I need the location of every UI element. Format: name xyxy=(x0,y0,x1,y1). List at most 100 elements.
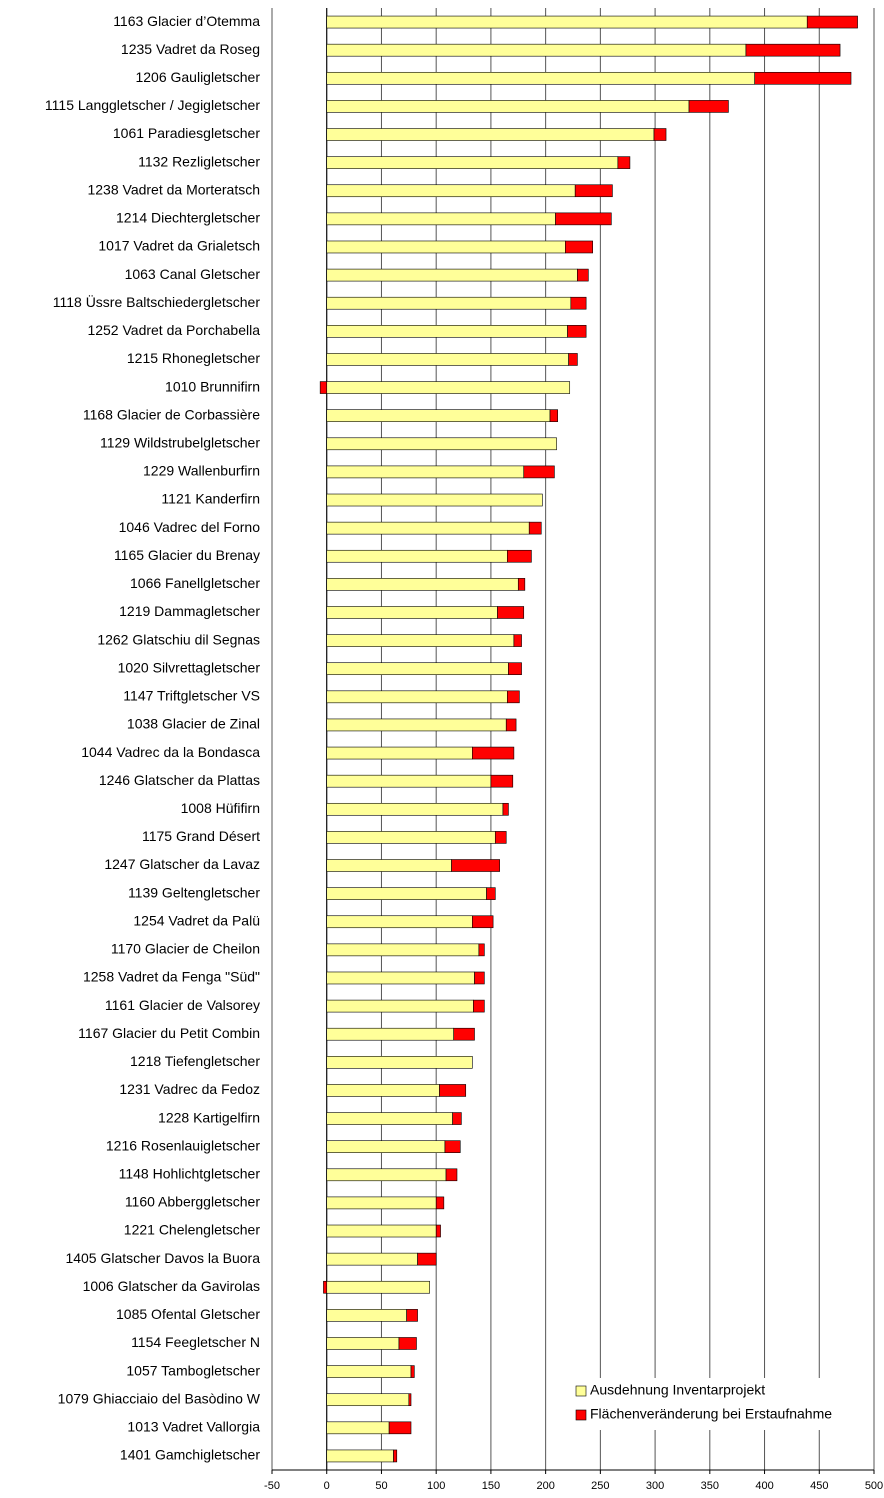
bar-segment xyxy=(453,1027,475,1041)
bar-segment xyxy=(326,1140,446,1153)
y-tick-label: 1218 Tiefengletscher xyxy=(130,1053,260,1069)
y-tick-label: 1238 Vadret da Morteratsch xyxy=(87,181,260,197)
y-tick-label: 1132 Rezligletscher xyxy=(138,153,260,169)
y-tick-label: 1044 Vadrec da la Bondasca xyxy=(81,744,260,760)
bar-segment xyxy=(326,943,480,957)
bar-segment xyxy=(326,1084,440,1097)
bar-segment xyxy=(417,1252,437,1266)
bar-segment xyxy=(326,409,551,422)
bar-segment xyxy=(326,493,543,507)
bar-segment xyxy=(398,1337,417,1350)
bar-segment xyxy=(326,859,452,872)
bar-segment xyxy=(326,1224,437,1238)
bar-segment xyxy=(326,100,690,113)
bar-segment xyxy=(326,915,473,929)
bar-segment xyxy=(445,1168,458,1182)
bar-segment xyxy=(617,156,631,169)
y-tick-label: 1121 Kanderfirn xyxy=(161,491,260,507)
x-tick-label: 450 xyxy=(810,1480,828,1492)
y-tick-label: 1115 Langgletscher / Jegigletscher xyxy=(45,97,260,113)
bar-segment xyxy=(406,1309,418,1322)
bar-segment xyxy=(326,15,808,29)
bar-segment xyxy=(326,1280,430,1294)
legend-swatch xyxy=(575,1385,587,1397)
y-tick-label: 1231 Vadrec da Fedoz xyxy=(119,1081,260,1097)
y-tick-label: 1139 Geltengletscher xyxy=(128,884,260,900)
y-tick-label: 1246 Glatscher da Plattas xyxy=(99,772,260,788)
y-tick-label: 1214 Diechtergletscher xyxy=(116,210,260,226)
y-tick-label: 1010 Brunnifirn xyxy=(165,378,260,394)
bar-segment xyxy=(439,1084,467,1097)
bar-segment xyxy=(490,774,514,788)
bar-segment xyxy=(326,831,496,844)
y-tick-label: 1206 Gauligletscher xyxy=(135,69,260,85)
y-tick-label: 1401 Gamchigletscher xyxy=(120,1447,260,1463)
bar-segment xyxy=(451,859,500,872)
bar-segment xyxy=(326,521,530,535)
bar-segment xyxy=(326,465,525,479)
y-tick-label: 1168 Glacier de Corbassière xyxy=(83,406,260,422)
x-tick-label: 250 xyxy=(591,1480,609,1492)
legend-box xyxy=(570,1378,870,1430)
x-tick-label: 100 xyxy=(427,1480,445,1492)
y-tick-label: 1008 Hüfifirn xyxy=(181,800,260,816)
y-tick-label: 1079 Ghiacciaio del Basòdino W xyxy=(58,1390,261,1406)
y-tick-label: 1247 Glatscher da Lavaz xyxy=(104,856,260,872)
bar-segment xyxy=(452,1112,462,1125)
y-tick-label: 1038 Glacier de Zinal xyxy=(127,716,260,732)
x-tick-label: 200 xyxy=(536,1480,554,1492)
bar-segment xyxy=(513,634,522,647)
bar-segment xyxy=(326,774,492,788)
bar-segment xyxy=(326,1393,410,1407)
y-tick-label: 1165 Glacier du Brenay xyxy=(114,547,260,563)
y-tick-label: 1221 Chelengletscher xyxy=(124,1222,261,1238)
bar-segment xyxy=(326,1027,454,1041)
bar-segment xyxy=(323,1280,328,1294)
y-tick-label: 1252 Vadret da Porchabella xyxy=(87,322,260,338)
bar-segment xyxy=(326,381,571,394)
y-tick-label: 1013 Vadret Vallorgia xyxy=(127,1419,260,1435)
x-tick-label: 400 xyxy=(755,1480,773,1492)
bar-segment xyxy=(326,549,508,563)
bar-segment xyxy=(754,71,852,85)
bar-segment xyxy=(326,1056,473,1069)
bar-segment xyxy=(326,184,576,198)
y-tick-label: 1215 Rhonegletscher xyxy=(127,350,260,366)
x-tick-label: 300 xyxy=(646,1480,664,1492)
bar-segment xyxy=(326,606,498,619)
x-tick-label: 150 xyxy=(482,1480,500,1492)
bar-segment xyxy=(326,296,572,310)
y-tick-label: 1147 Triftgletscher VS xyxy=(123,688,260,704)
bar-segment xyxy=(568,353,578,366)
bar-segment xyxy=(326,268,578,282)
y-tick-label: 1006 Glatscher da Gavirolas xyxy=(83,1278,260,1294)
y-tick-label: 1063 Canal Gletscher xyxy=(125,266,261,282)
y-tick-label: 1066 Fanellgletscher xyxy=(130,575,260,591)
bar-segment xyxy=(326,71,755,85)
y-tick-label: 1219 Dammagletscher xyxy=(119,603,260,619)
bar-segment xyxy=(326,690,508,704)
y-tick-label: 1160 Abberggletscher xyxy=(125,1194,261,1210)
bar-segment xyxy=(410,1365,415,1378)
bar-segment xyxy=(494,831,507,844)
y-tick-label: 1129 Wildstrubelgletscher xyxy=(100,434,260,450)
bar-segment xyxy=(472,915,494,929)
bar-segment xyxy=(326,802,504,816)
x-tick-label: 0 xyxy=(324,1480,330,1492)
bar-segment xyxy=(326,156,619,169)
bar-segment xyxy=(326,1168,447,1182)
y-tick-label: 1228 Kartigelfirn xyxy=(158,1109,260,1125)
bar-segment xyxy=(326,746,473,760)
bar-segment xyxy=(326,634,515,647)
legend-label: Ausdehnung Inventarprojekt xyxy=(590,1382,765,1398)
bar-segment xyxy=(326,718,507,732)
bar-segment xyxy=(326,1337,400,1350)
bar-segment xyxy=(577,268,589,282)
bar-segment xyxy=(508,662,522,676)
x-tick-label: -50 xyxy=(264,1480,280,1492)
y-tick-label: 1148 Hohlichtgletscher xyxy=(119,1165,261,1181)
bar-segment xyxy=(326,325,568,338)
bar-segment xyxy=(435,1224,441,1238)
bar-segment xyxy=(393,1449,398,1463)
